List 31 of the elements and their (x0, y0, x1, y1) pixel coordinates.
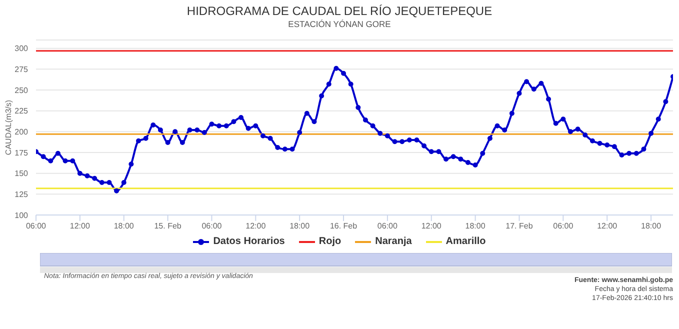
x-tick-label: 15. Feb (154, 222, 182, 231)
chart-title: HIDROGRAMA DE CAUDAL DEL RÍO JEQUETEPEQUE (186, 4, 494, 18)
x-tick-label: 18:00 (641, 222, 662, 231)
y-tick-label: 275 (14, 65, 29, 74)
x-tick-label: 16. Feb (330, 222, 358, 231)
x-tick-label: 18:00 (465, 222, 486, 231)
x-tick-label: 18:00 (290, 222, 310, 231)
x-tick-label: 17. Feb (506, 222, 534, 231)
legend-label: Naranja (374, 236, 412, 247)
x-tick-label: 18:00 (114, 222, 134, 231)
x-tick-label: 12:00 (70, 222, 90, 231)
x-tick-label: 06:00 (377, 222, 398, 231)
legend-label: Rojo (318, 236, 342, 247)
y-tick-label: 125 (14, 190, 29, 200)
y-tick-label: 175 (14, 148, 29, 158)
y-tick-label: 250 (14, 86, 29, 95)
y-tick-label: 200 (14, 128, 29, 137)
x-tick-label: 06:00 (26, 222, 47, 231)
x-tick-label: 06:00 (202, 222, 222, 231)
x-tick-label: 06:00 (553, 222, 574, 231)
y-tick-label: 100 (14, 210, 29, 220)
x-tick-label: 12:00 (421, 222, 442, 231)
x-tick-label: 12:00 (246, 222, 266, 231)
y-tick-label: 225 (14, 106, 29, 116)
x-tick-label: 12:00 (597, 222, 618, 231)
y-tick-label: 300 (14, 44, 29, 54)
legend-label: Datos Horarios (212, 236, 285, 247)
y-axis-title: CAUDAL(m3/s) (4, 100, 13, 156)
y-tick-label: 150 (14, 169, 29, 178)
chart-subtitle: ESTACIÓN YÓNAN GORE (287, 19, 392, 29)
legend-label: Amarillo (444, 236, 486, 247)
